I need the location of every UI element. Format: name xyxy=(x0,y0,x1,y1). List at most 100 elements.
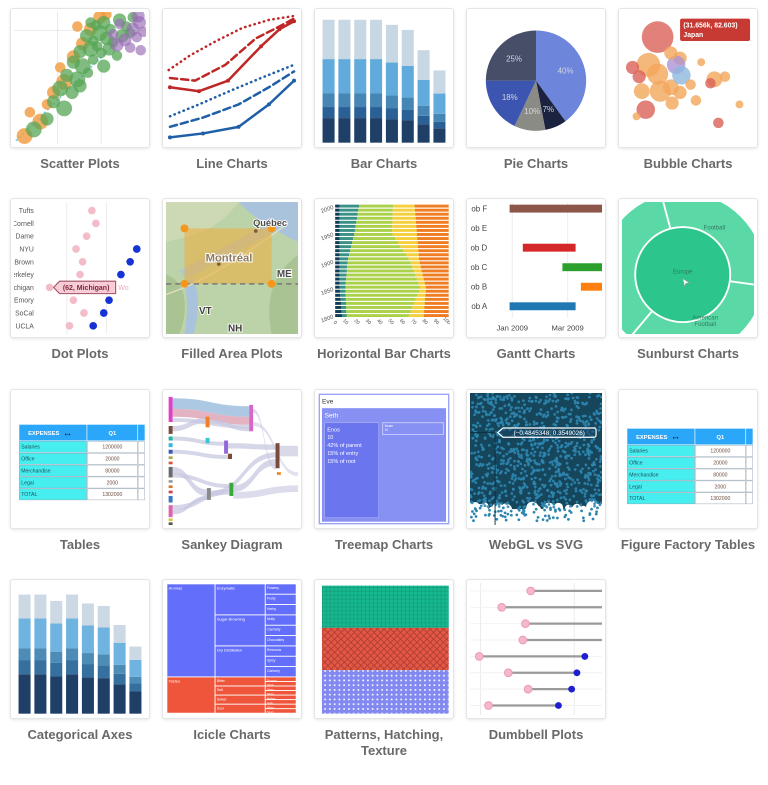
svg-text:Salt: Salt xyxy=(217,688,223,692)
svg-text:Carmelly: Carmelly xyxy=(267,627,281,631)
svg-text:Flowery: Flowery xyxy=(267,586,279,590)
svg-text:Sugar Browning: Sugar Browning xyxy=(217,616,245,621)
svg-text:0: 0 xyxy=(332,320,338,326)
svg-text:Winey: Winey xyxy=(267,705,275,709)
gallery-item-label: Sunburst Charts xyxy=(637,346,739,362)
svg-text:Fruity: Fruity xyxy=(267,596,276,600)
svg-text:10: 10 xyxy=(341,318,349,326)
svg-text:Noam: Noam xyxy=(385,424,394,428)
gallery-item-tables[interactable]: EXPENSES ↔ Q1 Salaries 1200000 Office 20000 Mer… xyxy=(10,388,150,553)
gallery-item-label: Categorical Axes xyxy=(27,726,133,742)
gallery-item-dumbbell-plots[interactable]: Dumbbell Plots xyxy=(466,578,606,760)
svg-text:1302000: 1302000 xyxy=(710,496,730,502)
svg-text:EXPENSES: EXPENSES xyxy=(636,434,667,440)
svg-text:Football: Football xyxy=(704,226,726,232)
tables-thumbnail: EXPENSES ↔ Q1 Salaries 1200000 Office 20000 Mer… xyxy=(10,388,150,529)
svg-text:1200000: 1200000 xyxy=(710,448,730,454)
gallery-item-label: Icicle Charts xyxy=(193,726,271,742)
svg-text:Eve: Eve xyxy=(322,398,334,405)
treemap-charts-thumbnail: Eve Seth Enos 10 42% of parent 15% of entry 15… xyxy=(314,388,454,529)
svg-text:Legal: Legal xyxy=(21,480,34,486)
svg-text:SoCal: SoCal xyxy=(15,311,34,318)
svg-text:80000: 80000 xyxy=(105,468,119,474)
svg-text:Merchandise: Merchandise xyxy=(21,468,50,474)
gallery-item-pie-charts[interactable]: 40% 7% 10% 18% 25% Pie Charts xyxy=(466,8,606,172)
webgl-vs-svg-thumbnail: (−0.4845348, 0.3549026) xyxy=(466,388,606,529)
svg-text:ob C: ob C xyxy=(470,263,487,272)
gallery-item-dot-plots[interactable]: Tufts Cornell tre Dame NYU Brown Berkeley Mich… xyxy=(10,198,150,362)
svg-text:Mar 2009: Mar 2009 xyxy=(552,324,584,333)
gallery-item-label: Line Charts xyxy=(196,156,268,171)
gallery-item-horizontal-bar-charts[interactable]: 2000 1950 1900 1850 1800 0 10 20 30 40 50 60 70 80 90 1… xyxy=(314,198,454,362)
gallery-item-line-charts[interactable]: Line Charts xyxy=(162,8,302,172)
gantt-charts-thumbnail: ob F ob E ob D ob C ob B ob A Jan 2009 Mar 2009 xyxy=(466,198,606,339)
svg-text:Mellow: Mellow xyxy=(267,696,275,700)
gallery-item-scatter-plots[interactable]: Scatter Plots xyxy=(10,8,150,172)
gallery-item-gantt-charts[interactable]: ob F ob E ob D ob C ob B ob A Jan 2009 Mar 2009… xyxy=(466,198,606,362)
svg-text:10: 10 xyxy=(327,435,333,441)
svg-text:Q1: Q1 xyxy=(108,430,117,436)
svg-text:7%: 7% xyxy=(543,105,554,114)
svg-text:(−0.4845348, 0.3549026): (−0.4845348, 0.3549026) xyxy=(514,429,585,436)
bubble-charts-thumbnail: (31.656k, 82.603) Japan xyxy=(618,8,758,148)
svg-text:Office: Office xyxy=(629,460,642,466)
svg-text:90: 90 xyxy=(432,318,440,326)
svg-text:Bitter: Bitter xyxy=(217,679,226,683)
dot-plots-thumbnail: Tufts Cornell tre Dame NYU Brown Berkeley Mich… xyxy=(10,198,150,339)
gallery-item-categorical-axes[interactable]: Categorical Axes xyxy=(10,578,150,760)
svg-text:2000: 2000 xyxy=(107,480,119,486)
svg-text:18%: 18% xyxy=(502,93,518,102)
svg-text:Enzymatic: Enzymatic xyxy=(217,585,235,590)
svg-text:tre Dame: tre Dame xyxy=(14,234,34,241)
svg-text:Cornell: Cornell xyxy=(14,221,34,228)
svg-text:NH: NH xyxy=(228,324,242,335)
svg-text:Sharp: Sharp xyxy=(267,687,275,691)
gallery-item-sankey-diagram[interactable]: Sankey Diagram xyxy=(162,388,302,553)
svg-text:TOTAL: TOTAL xyxy=(21,492,37,498)
svg-text:1200000: 1200000 xyxy=(102,444,122,450)
gallery-item-webgl-vs-svg[interactable]: (−0.4845348, 0.3549026) WebGL vs SVG xyxy=(466,388,606,553)
svg-text:20000: 20000 xyxy=(713,460,727,466)
svg-text:Carbony: Carbony xyxy=(267,669,280,673)
gallery-item-label: Patterns, Hatching, Texture xyxy=(324,726,444,758)
gallery-item-treemap-charts[interactable]: Eve Seth Enos 10 42% of parent 15% of entry 15… xyxy=(314,388,454,553)
svg-text:Sour: Sour xyxy=(217,706,225,710)
svg-text:1950: 1950 xyxy=(320,233,334,243)
gallery-item-bubble-charts[interactable]: (31.656k, 82.603) Japan Bubble Charts xyxy=(618,8,758,172)
svg-text:Nutty: Nutty xyxy=(267,617,275,621)
horizontal-bar-charts-thumbnail: 2000 1950 1900 1850 1800 0 10 20 30 40 50 60 70 80 90 1… xyxy=(314,198,454,339)
sankey-diagram-thumbnail xyxy=(162,388,302,529)
gallery-item-label: Filled Area Plots xyxy=(181,346,283,362)
pie-charts-thumbnail: 40% 7% 10% 18% 25% xyxy=(466,8,606,148)
svg-text:10%: 10% xyxy=(524,107,540,116)
gallery-item-patterns-hatching-texture[interactable]: Patterns, Hatching, Texture xyxy=(314,578,454,760)
svg-text:Tufts: Tufts xyxy=(19,208,35,215)
sunburst-charts-thumbnail: Football American Football Europe xyxy=(618,198,758,339)
gallery-item-bar-charts[interactable]: Bar Charts xyxy=(314,8,454,172)
gallery-item-sunburst-charts[interactable]: Football American Football Europe Sunburst … xyxy=(618,198,758,362)
svg-text:Salaries: Salaries xyxy=(21,444,40,450)
svg-text:ob B: ob B xyxy=(471,283,487,292)
gallery-item-figure-factory-tables[interactable]: EXPENSES ↔ Q1 Salaries 1200000 Office 20000 Mer… xyxy=(618,388,758,553)
filled-area-plots-thumbnail: Québec Montréal ME VT NH xyxy=(162,198,302,339)
gallery-item-filled-area-plots[interactable]: Québec Montréal ME VT NH Filled Area Plots xyxy=(162,198,302,362)
svg-text:80000: 80000 xyxy=(713,472,727,478)
gallery-item-label: Tables xyxy=(59,536,101,552)
svg-text:2000: 2000 xyxy=(715,484,727,490)
svg-text:1302000: 1302000 xyxy=(102,492,122,498)
svg-text:Office: Office xyxy=(21,456,34,462)
svg-text:Montréal: Montréal xyxy=(206,253,253,265)
svg-text:15% of root: 15% of root xyxy=(327,458,356,464)
gallery-item-icicle-charts[interactable]: Aromas Enzymatic Sugar Browning Dry Distill… xyxy=(162,578,302,760)
svg-text:Wo: Wo xyxy=(118,285,128,292)
svg-text:↔: ↔ xyxy=(671,431,680,441)
svg-text:Seth: Seth xyxy=(325,412,339,419)
gallery-item-label: WebGL vs SVG xyxy=(488,536,584,552)
figure-factory-tables-thumbnail: EXPENSES ↔ Q1 Salaries 1200000 Office 20000 Mer… xyxy=(618,388,758,529)
svg-text:American: American xyxy=(692,316,718,322)
svg-text:Emory: Emory xyxy=(14,298,34,305)
svg-text:Sweet: Sweet xyxy=(217,697,227,701)
gallery-item-label: Scatter Plots xyxy=(40,156,120,171)
svg-text:Chocolatey: Chocolatey xyxy=(267,638,284,642)
